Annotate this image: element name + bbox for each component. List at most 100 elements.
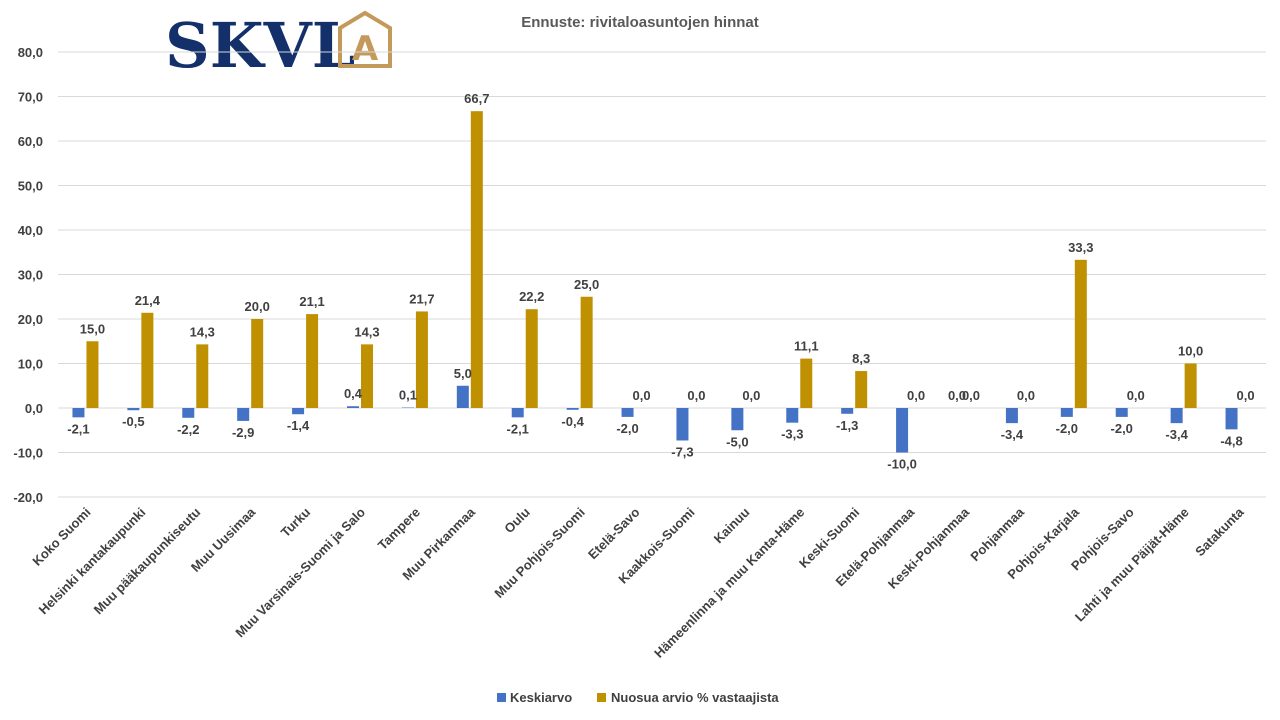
data-label: 21,1 (299, 294, 324, 309)
data-label: 10,0 (1178, 344, 1203, 359)
bar-nuosua (855, 371, 868, 408)
data-label: 0,0 (633, 388, 651, 403)
house-a-icon: A (338, 10, 392, 69)
data-label: 0,0 (687, 388, 705, 403)
bar-keskiarvo (841, 408, 854, 414)
logo-text: SKVL (165, 9, 355, 82)
data-label: 0,0 (1127, 388, 1145, 403)
data-label: 33,3 (1068, 240, 1093, 255)
bar-keskiarvo (896, 408, 909, 453)
bar-keskiarvo (1115, 408, 1128, 417)
y-tick-label: 0,0 (25, 401, 43, 416)
data-label: -2,2 (177, 422, 199, 437)
bar-nuosua (415, 311, 428, 408)
bar-keskiarvo (511, 408, 524, 418)
data-label: 21,7 (409, 291, 434, 306)
data-label: 14,3 (190, 324, 215, 339)
y-tick-label: 30,0 (18, 268, 43, 283)
bar-nuosua (800, 358, 813, 408)
bar-keskiarvo (566, 408, 579, 410)
data-label: -4,8 (1220, 433, 1242, 448)
data-label: -0,5 (122, 414, 144, 429)
bar-keskiarvo (786, 408, 799, 423)
bar-keskiarvo (237, 408, 250, 421)
bar-nuosua (1074, 259, 1087, 408)
x-tick-label: Turku (278, 504, 314, 540)
bar-nuosua (251, 319, 264, 408)
data-label: 25,0 (574, 277, 599, 292)
bar-keskiarvo (1170, 408, 1183, 424)
bar-keskiarvo (456, 385, 469, 408)
legend-swatch-keskiarvo (497, 693, 506, 702)
data-label: -2,0 (1056, 421, 1078, 436)
data-label: 22,2 (519, 289, 544, 304)
bar-nuosua (525, 309, 538, 408)
x-tick-label: Tampere (375, 505, 423, 553)
bar-keskiarvo (1005, 408, 1018, 424)
data-label: -3,4 (1165, 427, 1188, 442)
data-label: -2,0 (616, 421, 638, 436)
x-tick-label: Muu Pohjois-Suomi (491, 505, 587, 601)
data-label: -3,4 (1001, 427, 1024, 442)
legend-label-nuosua: Nuosua arvio % vastaajista (611, 690, 779, 705)
bar-nuosua (470, 111, 483, 408)
y-tick-label: 60,0 (18, 134, 43, 149)
y-tick-label: 80,0 (18, 45, 43, 60)
data-label: -0,4 (561, 414, 584, 429)
data-label: 0,0 (1237, 388, 1255, 403)
legend: Keskiarvo Nuosua arvio % vastaajista (497, 690, 779, 705)
data-label: 0,1 (399, 388, 417, 403)
data-label: 0,0 (948, 388, 966, 403)
y-axis: 80,0 70,0 60,0 50,0 40,0 30,0 20,0 10,0 0,0 -10,0… (13, 45, 43, 505)
x-tick-label: Helsinki kantakaupunki (36, 505, 149, 618)
x-tick-label: Etelä-Savo (585, 504, 643, 562)
data-label: -7,3 (671, 444, 693, 459)
x-tick-label: Pohjanmaa (967, 504, 1027, 564)
bar-nuosua (580, 296, 593, 408)
y-tick-label: 20,0 (18, 312, 43, 327)
data-label: 15,0 (80, 321, 105, 336)
data-label: 0,0 (1017, 388, 1035, 403)
data-label: -2,1 (67, 421, 89, 436)
y-tick-label: -20,0 (13, 490, 43, 505)
bars (72, 111, 1238, 453)
data-label: 0,0 (962, 388, 980, 403)
bar-keskiarvo (182, 408, 195, 418)
x-tick-label: Kainuu (711, 504, 753, 546)
legend-swatch-nuosua (597, 693, 606, 702)
x-tick-label: Muu pääkaupunkiseutu (91, 504, 204, 617)
data-label: -3,3 (781, 427, 803, 442)
data-label: -2,0 (1111, 421, 1133, 436)
bar-nuosua (196, 344, 209, 408)
bar-keskiarvo (127, 408, 140, 411)
bar-keskiarvo (1225, 408, 1238, 430)
bar-keskiarvo (731, 408, 744, 431)
data-label: 0,0 (742, 388, 760, 403)
bar-keskiarvo (72, 408, 85, 418)
data-label: 66,7 (464, 91, 489, 106)
logo-mark: A (352, 29, 379, 69)
data-labels: -2,1 -0,5 -2,2 -2,9 -1,4 0,4 0,1 5,0 -2,1 -0,4 -2,… (67, 91, 1254, 471)
y-tick-label: 70,0 (18, 90, 43, 105)
data-label: 0,4 (344, 386, 363, 401)
bar-nuosua (361, 344, 373, 408)
x-tick-label: Oulu (501, 504, 533, 536)
bar-nuosua (1184, 363, 1197, 408)
bar-keskiarvo (292, 408, 305, 415)
bar-keskiarvo (621, 408, 634, 417)
x-tick-label: Satakunta (1192, 504, 1247, 559)
bar-keskiarvo (676, 408, 689, 441)
data-label: 20,0 (245, 299, 270, 314)
data-label: -1,3 (836, 418, 858, 433)
x-tick-label: Lahti ja muu Päijät-Häme (1072, 505, 1192, 625)
bar-nuosua (141, 312, 154, 408)
data-label: -2,1 (507, 421, 529, 436)
data-label: 0,0 (907, 388, 925, 403)
data-label: 5,0 (454, 366, 472, 381)
data-label: 21,4 (135, 293, 161, 308)
data-label: -2,9 (232, 425, 254, 440)
y-tick-label: -10,0 (13, 446, 43, 461)
data-label: 8,3 (852, 351, 870, 366)
